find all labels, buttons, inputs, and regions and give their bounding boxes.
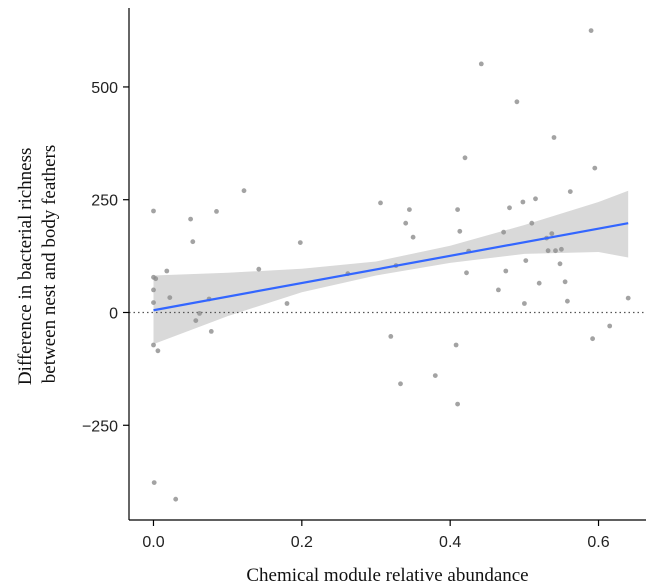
data-point-32 [455,401,460,407]
data-point-35 [462,155,468,161]
y-tick-label-3: 500 [91,80,118,97]
y-axis-title-line-1: Difference in bacterial richness [15,148,36,386]
data-point-14 [197,311,202,316]
data-point-9 [167,295,173,300]
y-tick-label-1: 0 [109,305,118,322]
data-point-0 [151,208,156,214]
data-point-17 [214,209,219,214]
axes: 0.0 0.2 0.4 0.6 −250 0 250 500 [82,8,646,551]
data-point-11 [188,216,194,222]
data-point-28 [407,207,412,213]
data-point-51 [545,248,551,254]
data-point-63 [607,323,613,329]
data-point-29 [410,234,416,240]
data-point-24 [388,334,394,339]
data-point-26 [398,381,403,387]
data-point-39 [496,287,501,293]
data-point-57 [562,279,568,285]
data-point-53 [551,135,557,140]
data-point-16 [208,329,214,334]
y-tick-label-2: 250 [91,193,118,210]
y-tick-label-0: −250 [82,418,118,435]
data-point-8 [164,268,170,274]
data-point-47 [529,220,535,226]
data-point-10 [173,496,179,502]
data-point-33 [455,207,460,213]
x-tick-label-0: 0.0 [142,534,164,551]
data-point-20 [284,301,290,306]
data-point-13 [193,318,199,323]
data-point-3 [151,300,156,305]
data-point-61 [590,336,595,342]
data-point-42 [507,205,512,211]
data-point-60 [588,28,594,33]
data-point-44 [520,199,526,205]
data-point-21 [297,240,303,246]
data-point-58 [565,298,570,304]
data-point-18 [241,188,247,194]
data-point-7 [151,480,157,485]
data-point-27 [403,220,409,226]
x-axis-title: Chemical module relative abundance [246,565,528,586]
x-tick-label-3: 0.6 [587,534,609,551]
y-axis-title: Difference in bacterial richness between… [15,143,60,385]
data-point-54 [553,248,558,254]
data-point-52 [549,231,555,237]
x-tick-label-1: 0.2 [291,534,313,551]
data-point-41 [503,268,509,274]
data-point-59 [567,189,573,195]
data-point-23 [378,200,383,206]
data-point-48 [533,196,538,202]
data-point-46 [523,258,529,263]
data-point-30 [432,373,438,378]
y-axis-ticks: −250 0 250 500 [82,80,129,435]
data-point-2 [151,287,156,293]
data-point-31 [453,342,459,348]
data-point-56 [559,246,564,252]
data-point-4 [151,342,156,348]
regression-line [153,222,629,312]
data-point-5 [153,276,159,282]
data-point-55 [557,261,563,267]
data-point-12 [190,239,196,245]
data-point-36 [464,270,469,276]
data-point-38 [478,61,484,67]
y-axis-title-line-2: between nest and body feathers [39,145,60,383]
data-point-43 [514,99,520,105]
data-point-6 [155,348,161,354]
data-point-40 [501,229,506,235]
data-point-45 [522,301,527,306]
data-point-34 [457,228,463,234]
data-point-64 [625,295,631,301]
x-tick-label-2: 0.4 [439,534,461,551]
x-axis-ticks: 0.0 0.2 0.4 0.6 [142,520,610,551]
data-point-49 [536,280,542,286]
data-point-62 [592,165,598,171]
data-point-19 [256,266,262,272]
